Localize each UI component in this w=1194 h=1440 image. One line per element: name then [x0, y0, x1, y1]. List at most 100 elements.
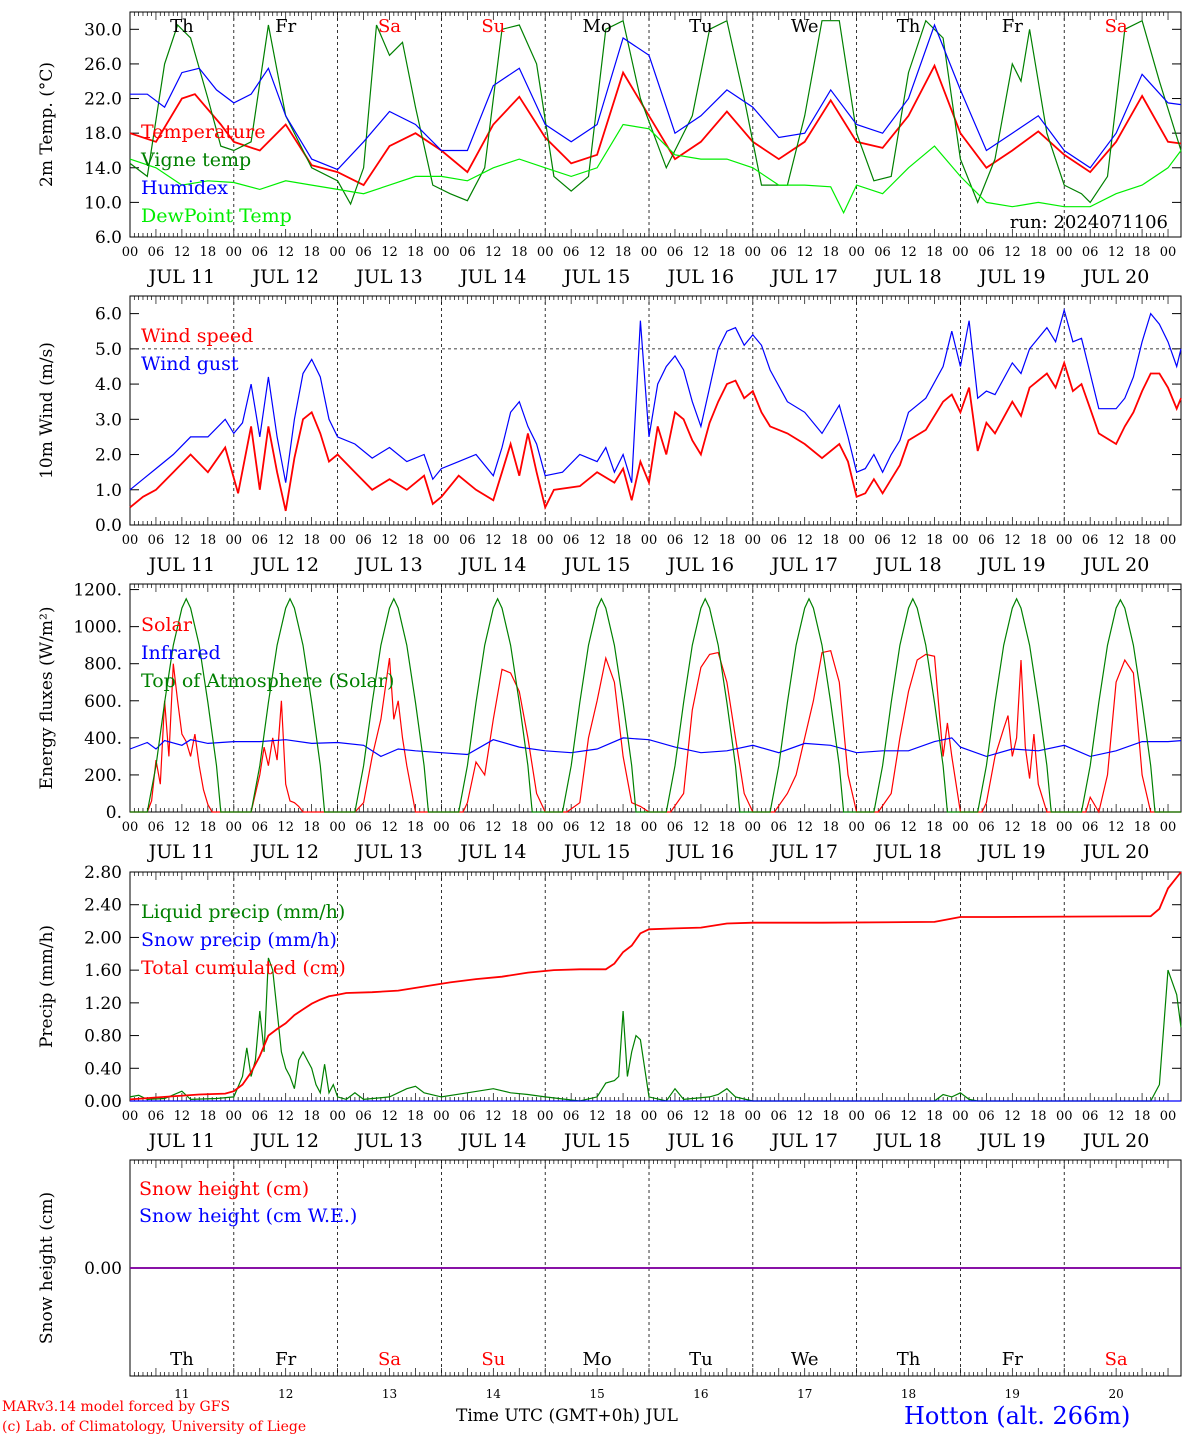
hour-tick-label: 12 [485, 1109, 502, 1124]
hour-tick-label: 06 [1082, 1109, 1099, 1124]
hour-tick-label: 12 [485, 533, 502, 548]
hour-tick-label: 06 [667, 533, 684, 548]
weekday-label: Su [481, 16, 505, 37]
hour-tick-label: 18 [1030, 245, 1047, 260]
hour-tick-label: 18 [1030, 533, 1047, 548]
date-label: JUL 20 [1081, 1130, 1149, 1152]
hour-tick-label: 06 [355, 245, 372, 260]
hour-tick-label: 00 [433, 1109, 450, 1124]
hour-tick-label: 12 [796, 245, 813, 260]
hour-tick-label: 00 [537, 533, 554, 548]
y-tick-label: 0.00 [84, 1259, 122, 1279]
date-label: JUL 16 [666, 1130, 734, 1152]
hour-tick-label: 18 [615, 245, 632, 260]
hour-tick-label: 00 [1056, 1109, 1073, 1124]
hour-tick-label: 06 [563, 245, 580, 260]
y-tick-label: 30.0 [84, 20, 122, 40]
hour-tick-label: 18 [511, 245, 528, 260]
hour-tick-label: 18 [407, 1109, 424, 1124]
series-line-total-cumulated-cm- [129, 871, 1182, 1101]
hour-tick-label: 00 [641, 820, 658, 835]
station-label: Hotton (alt. 266m) [904, 1402, 1131, 1430]
legend-entry: Snow height (cm) [139, 1178, 309, 1200]
hour-tick-label: 00 [433, 245, 450, 260]
date-label: JUL 11 [147, 554, 215, 576]
time-axis-label: Time UTC (GMT+0h) JUL [456, 1406, 678, 1426]
date-label: JUL 16 [666, 554, 734, 576]
weekday-label: Mo [582, 16, 611, 37]
hour-tick-label: 12 [1108, 1109, 1125, 1124]
hour-tick-label: 18 [407, 820, 424, 835]
hour-tick-label: 18 [407, 533, 424, 548]
day-number-label: 12 [278, 1387, 293, 1401]
hour-tick-label: 12 [277, 245, 294, 260]
hour-tick-label: 12 [381, 245, 398, 260]
weekday-label: Mo [582, 1349, 611, 1370]
hour-tick-label: 12 [381, 820, 398, 835]
y-tick-label: 6.0 [95, 228, 122, 248]
hour-tick-label: 12 [1004, 533, 1021, 548]
day-number-label: 16 [693, 1387, 708, 1401]
weekday-label: Su [481, 1349, 505, 1370]
hour-tick-label: 00 [122, 245, 139, 260]
y-axis-title: Energy fluxes (W/m²) [37, 607, 57, 790]
hour-tick-label: 06 [874, 1109, 891, 1124]
y-tick-label: 6.0 [95, 305, 122, 325]
y-axis-title: Snow height (cm) [37, 1192, 57, 1344]
day-number-label: 17 [797, 1387, 812, 1401]
hour-tick-label: 06 [563, 820, 580, 835]
hour-tick-label: 06 [978, 1109, 995, 1124]
hour-tick-label: 18 [1134, 245, 1151, 260]
date-label: JUL 13 [354, 554, 422, 576]
y-tick-label: 3.0 [95, 410, 122, 430]
legend-entry: Solar [141, 614, 193, 636]
hour-tick-label: 06 [770, 533, 787, 548]
date-label: JUL 19 [977, 554, 1045, 576]
weekday-label: Th [170, 16, 194, 37]
hour-tick-label: 06 [251, 533, 268, 548]
y-tick-label: 18.0 [84, 124, 122, 144]
legend-entry: Wind speed [141, 325, 253, 347]
legend-entry: Snow height (cm W.E.) [139, 1205, 357, 1227]
hour-tick-label: 12 [900, 1109, 917, 1124]
hour-tick-label: 00 [537, 245, 554, 260]
hour-tick-label: 00 [848, 533, 865, 548]
hour-tick-label: 06 [355, 820, 372, 835]
hour-tick-label: 12 [589, 533, 606, 548]
hour-tick-label: 00 [122, 1109, 139, 1124]
hour-tick-label: 00 [329, 820, 346, 835]
hour-tick-label: 12 [589, 820, 606, 835]
y-tick-label: 1.60 [84, 961, 122, 981]
hour-tick-label: 12 [1004, 1109, 1021, 1124]
hour-tick-label: 00 [745, 245, 762, 260]
date-label: JUL 18 [873, 1130, 941, 1152]
hour-tick-label: 18 [303, 533, 320, 548]
date-label: JUL 14 [458, 554, 526, 576]
date-label: JUL 18 [873, 266, 941, 288]
y-axis-title: 10m Wind (m/s) [37, 342, 57, 479]
date-label: JUL 15 [562, 841, 630, 863]
date-label: JUL 11 [147, 841, 215, 863]
y-axis-title: Precip (mm/h) [37, 925, 57, 1048]
date-label: JUL 11 [147, 1130, 215, 1152]
legend-entry: Total cumulated (cm) [141, 957, 346, 979]
date-label: JUL 14 [458, 841, 526, 863]
hour-tick-label: 18 [200, 245, 217, 260]
y-tick-label: 2.0 [95, 446, 122, 466]
hour-tick-label: 18 [200, 1109, 217, 1124]
hour-tick-label: 12 [381, 1109, 398, 1124]
y-tick-label: 14.0 [84, 159, 122, 179]
date-label: JUL 16 [666, 266, 734, 288]
hour-tick-label: 12 [277, 820, 294, 835]
hour-tick-label: 06 [148, 820, 165, 835]
hour-tick-label: 18 [719, 820, 736, 835]
credit-line-2: (c) Lab. of Climatology, University of L… [2, 1419, 307, 1435]
hour-tick-label: 18 [719, 245, 736, 260]
date-label: JUL 15 [562, 554, 630, 576]
hour-tick-label: 00 [641, 1109, 658, 1124]
y-tick-label: 2.40 [84, 896, 122, 916]
hour-tick-label: 00 [641, 533, 658, 548]
weekday-label: Sa [1105, 1349, 1128, 1370]
weekday-label: Fr [1002, 16, 1023, 37]
